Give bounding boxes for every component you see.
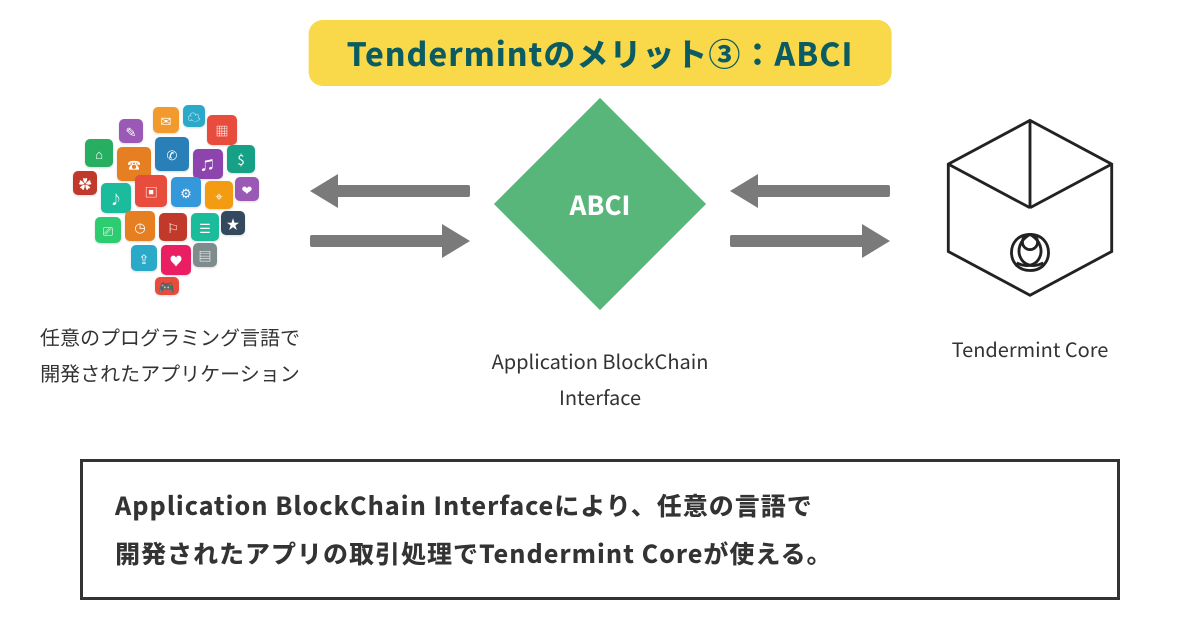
tendermint-cube-icon bbox=[925, 105, 1135, 305]
app-chip-icon: $ bbox=[227, 145, 255, 173]
app-chip-icon: ▣ bbox=[135, 175, 167, 207]
app-chip-icon: ♥ bbox=[161, 245, 191, 275]
app-chip-icon: ✉ bbox=[153, 107, 179, 133]
arrows-abci-core bbox=[730, 175, 890, 265]
node-core-caption: Tendermint Core bbox=[880, 331, 1180, 367]
app-chip-icon: ✿ bbox=[73, 171, 97, 195]
app-chip-icon: ⌖ bbox=[205, 181, 233, 209]
app-chip-icon: ⇪ bbox=[131, 245, 157, 271]
abci-label: ABCI bbox=[570, 186, 631, 223]
app-chip-icon: ☰ bbox=[191, 213, 219, 241]
diagram: ✉☁✎▦⌂☎✆♫$✿♪▣⚙⌖❤⎚◷⚐☰★⇪♥▤🎮 任意のプログラミング言語で 開… bbox=[0, 105, 1200, 405]
summary-line: 開発されたアプリの取引処理でTendermint Coreが使える。 bbox=[115, 530, 1085, 578]
app-chip-icon: ✎ bbox=[119, 119, 143, 143]
arrow-left-icon bbox=[730, 175, 890, 205]
node-application-caption: 任意のプログラミング言語で 開発されたアプリケーション bbox=[20, 319, 320, 391]
title-banner: Tendermintのメリット③：ABCI bbox=[309, 20, 892, 86]
title-text: Tendermintのメリット③：ABCI bbox=[347, 30, 854, 76]
app-chip-icon: ❤ bbox=[235, 177, 259, 201]
app-chip-icon: ▦ bbox=[207, 115, 237, 145]
app-chip-icon: ⌂ bbox=[85, 139, 113, 167]
app-chip-icon: ♫ bbox=[193, 149, 223, 179]
app-chip-icon: ☁ bbox=[183, 105, 205, 127]
app-chip-icon: ⚐ bbox=[159, 213, 187, 241]
app-chip-icon: ▤ bbox=[193, 243, 217, 267]
app-chip-icon: ⎚ bbox=[95, 217, 121, 243]
abci-diamond-icon: ABCI bbox=[495, 129, 705, 329]
app-chip-icon: ✆ bbox=[155, 137, 189, 171]
node-tendermint-core: Tendermint Core bbox=[900, 105, 1160, 367]
app-chip-icon: ⚙ bbox=[171, 177, 201, 207]
app-chip-icon: ★ bbox=[221, 211, 245, 235]
node-abci: ABCI Application BlockChain Interface bbox=[470, 105, 730, 415]
summary-box: Application BlockChain Interfaceにより、任意の言… bbox=[80, 459, 1120, 600]
summary-line: Application BlockChain Interfaceにより、任意の言… bbox=[115, 482, 1085, 530]
arrow-right-icon bbox=[730, 225, 890, 255]
arrow-right-icon bbox=[310, 225, 470, 255]
arrows-app-abci bbox=[310, 175, 470, 265]
app-heart-icon: ✉☁✎▦⌂☎✆♫$✿♪▣⚙⌖❤⎚◷⚐☰★⇪♥▤🎮 bbox=[65, 105, 275, 305]
node-abci-caption: Application BlockChain Interface bbox=[450, 343, 750, 415]
app-chip-icon: ◷ bbox=[125, 211, 155, 241]
app-chip-icon: 🎮 bbox=[155, 277, 179, 295]
node-application: ✉☁✎▦⌂☎✆♫$✿♪▣⚙⌖❤⎚◷⚐☰★⇪♥▤🎮 任意のプログラミング言語で 開… bbox=[40, 105, 300, 391]
arrow-left-icon bbox=[310, 175, 470, 205]
app-chip-icon: ♪ bbox=[101, 183, 131, 213]
